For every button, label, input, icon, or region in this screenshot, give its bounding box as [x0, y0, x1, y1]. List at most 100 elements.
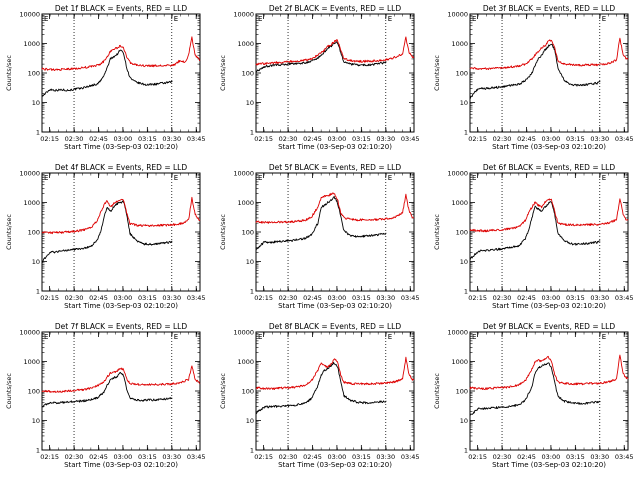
y-axis-label: Counts/sec — [433, 214, 441, 250]
series-line-events — [256, 197, 386, 251]
marker-glyph: E — [174, 174, 178, 182]
series-line-events — [256, 42, 386, 73]
chart-panel-6: Det 6f BLACK = Events, RED = LLD E E 1 10 100… — [433, 163, 634, 310]
y-tick-label: 10000 — [447, 329, 468, 337]
x-tick-label: 02:45 — [303, 294, 322, 302]
x-tick-label: 02:15 — [468, 294, 487, 302]
plot-frame — [256, 332, 414, 450]
x-tick-label: 03:30 — [376, 294, 395, 302]
x-tick-label: 03:30 — [590, 135, 609, 143]
y-tick-label: 10000 — [19, 329, 40, 337]
x-tick-label: 02:45 — [517, 135, 536, 143]
chart-panel-8: Det 8f BLACK = Events, RED = LLD E E 1 10 100… — [219, 322, 420, 469]
x-tick-label: 03:15 — [138, 135, 157, 143]
plot-frame — [470, 173, 628, 291]
y-tick-label: 100 — [28, 388, 40, 396]
y-tick-label: 100 — [28, 229, 40, 237]
chart-title: Det 4f BLACK = Events, RED = LLD — [55, 163, 188, 172]
x-tick-label: 03:00 — [114, 453, 133, 461]
series-line-lld — [42, 37, 200, 71]
marker-glyph: E — [388, 333, 392, 341]
x-tick-label: 02:30 — [279, 294, 298, 302]
y-tick-label: 100 — [242, 229, 254, 237]
x-tick-label: 03:30 — [376, 135, 395, 143]
y-tick-label: 1000 — [451, 358, 468, 366]
marker-glyph: E — [258, 174, 262, 182]
plot-frame — [42, 14, 200, 132]
x-tick-label: 02:45 — [89, 453, 108, 461]
x-tick-label: 03:30 — [162, 294, 181, 302]
x-tick-label: 02:45 — [517, 453, 536, 461]
x-tick-label: 02:15 — [40, 294, 59, 302]
x-tick-label: 03:00 — [328, 453, 347, 461]
x-axis-label: Start Time (03-Sep-03 02:10:20) — [64, 302, 178, 310]
y-tick-label: 100 — [242, 70, 254, 78]
marker-glyph: E — [44, 15, 48, 23]
series-line-lld — [256, 193, 414, 223]
x-tick-label: 03:30 — [590, 453, 609, 461]
x-tick-label: 03:30 — [376, 453, 395, 461]
y-tick-label: 10 — [246, 99, 254, 107]
chart-panel-7: Det 7f BLACK = Events, RED = LLD E E 1 10 100… — [5, 322, 206, 469]
x-tick-label: 02:30 — [279, 453, 298, 461]
x-tick-label: 02:45 — [89, 135, 108, 143]
chart-panel-5: Det 5f BLACK = Events, RED = LLDE E110100… — [219, 163, 420, 310]
y-tick-label: 10 — [246, 258, 254, 266]
x-axis-label: Start Time (03-Sep-03 02:10:20) — [278, 302, 392, 310]
marker-glyph: E — [44, 333, 48, 341]
y-tick-label: 10000 — [447, 11, 468, 19]
series-line-lld — [42, 366, 200, 393]
x-tick-label: 03:00 — [114, 135, 133, 143]
series-line-lld — [470, 38, 628, 69]
y-tick-label: 10 — [246, 417, 254, 425]
x-axis-label: Start Time (03-Sep-03 02:10:20) — [492, 302, 606, 310]
x-tick-label: 03:00 — [542, 453, 561, 461]
x-tick-label: 03:15 — [138, 294, 157, 302]
y-tick-label: 1000 — [451, 40, 468, 48]
chart-panel-3: Det 3f BLACK = Events, RED = LLD E E 1 10 100… — [433, 4, 634, 151]
chart-title: Det 6f BLACK = Events, RED = LLD — [483, 163, 616, 172]
x-tick-label: 03:45 — [615, 294, 634, 302]
marker-glyph: E — [174, 15, 178, 23]
x-tick-label: 03:45 — [615, 135, 634, 143]
x-tick-label: 03:45 — [187, 135, 206, 143]
y-tick-label: 1000 — [237, 358, 254, 366]
plot-frame — [256, 14, 414, 132]
marker-glyph: E — [258, 15, 262, 23]
plot-frame — [256, 173, 414, 291]
y-axis-label: Counts/sec — [5, 55, 13, 91]
y-axis-label: Counts/sec — [5, 373, 13, 409]
x-tick-label: 02:30 — [493, 453, 512, 461]
y-axis-label: Counts/sec — [219, 214, 227, 250]
x-tick-label: 02:45 — [303, 135, 322, 143]
x-tick-label: 03:15 — [566, 294, 585, 302]
y-tick-label: 100 — [456, 229, 468, 237]
chart-panel-2: Det 2f BLACK = Events, RED = LLDE E110100… — [219, 4, 420, 151]
y-tick-label: 10 — [460, 258, 468, 266]
x-tick-label: 02:30 — [279, 135, 298, 143]
marker-glyph: E — [602, 174, 606, 182]
series-line-lld — [256, 37, 414, 65]
x-tick-label: 03:45 — [401, 294, 420, 302]
x-tick-label: 03:30 — [162, 453, 181, 461]
x-tick-label: 02:15 — [40, 453, 59, 461]
chart-title: Det 9f BLACK = Events, RED = LLD — [483, 322, 616, 331]
x-axis-label: Start Time (03-Sep-03 02:10:20) — [278, 143, 392, 151]
chart-panel-1: Det 1f BLACK = Events, RED = LLD E E 1 10 100… — [5, 4, 206, 151]
marker-glyph: E — [44, 174, 48, 182]
x-tick-label: 03:00 — [114, 294, 133, 302]
chart-panel-4: Det 4f BLACK = Events, RED = LLDE E110100… — [5, 163, 206, 310]
x-tick-label: 02:45 — [517, 294, 536, 302]
marker-glyph: E — [472, 174, 476, 182]
x-tick-label: 03:15 — [566, 135, 585, 143]
y-tick-label: 10000 — [447, 170, 468, 178]
x-tick-label: 02:30 — [65, 453, 84, 461]
chart-title: Det 7f BLACK = Events, RED = LLD — [55, 322, 188, 331]
y-tick-label: 1000 — [451, 199, 468, 207]
x-tick-label: 03:15 — [352, 294, 371, 302]
y-tick-label: 100 — [456, 70, 468, 78]
series-line-lld — [256, 357, 414, 389]
marker-glyph: E — [602, 333, 606, 341]
chart-title: Det 3f BLACK = Events, RED = LLD — [483, 4, 616, 13]
x-tick-label: 02:30 — [65, 294, 84, 302]
